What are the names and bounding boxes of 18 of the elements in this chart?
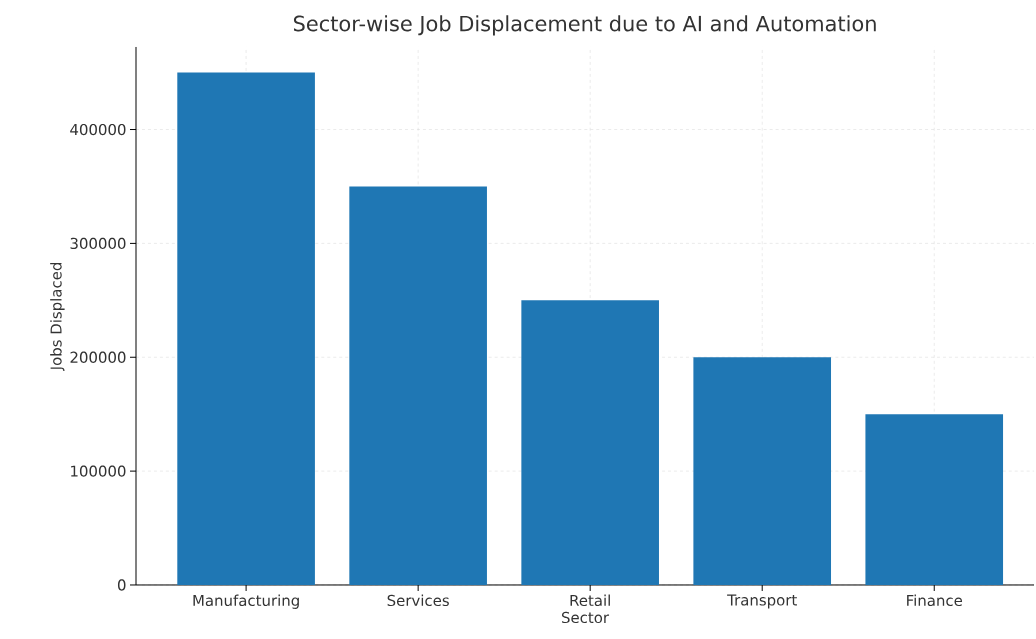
- x-tick-label: Finance: [907, 594, 963, 607]
- x-tick-label: Manufacturing: [193, 594, 299, 609]
- y-tick-label: 200000: [70, 351, 126, 363]
- bar: [865, 414, 1004, 585]
- y-tick-label: 300000: [70, 237, 126, 250]
- bar: [349, 186, 487, 585]
- bar: [693, 357, 832, 585]
- x-axis-title: Sector: [561, 611, 610, 624]
- x-tick-label: Transport: [727, 594, 797, 609]
- bar: [521, 300, 659, 585]
- y-axis-title: Jobs Displaced: [50, 262, 65, 372]
- y-tick-label: 400000: [70, 123, 126, 136]
- chart-title: Sector-wise Job Displacement due to AI and Automation: [293, 15, 876, 36]
- x-tick-label: Retail: [570, 594, 610, 607]
- bar: [177, 72, 315, 585]
- y-tick-label: 0: [117, 579, 126, 591]
- y-tick-label: 100000: [71, 465, 126, 477]
- x-tick-label: Services: [387, 594, 449, 607]
